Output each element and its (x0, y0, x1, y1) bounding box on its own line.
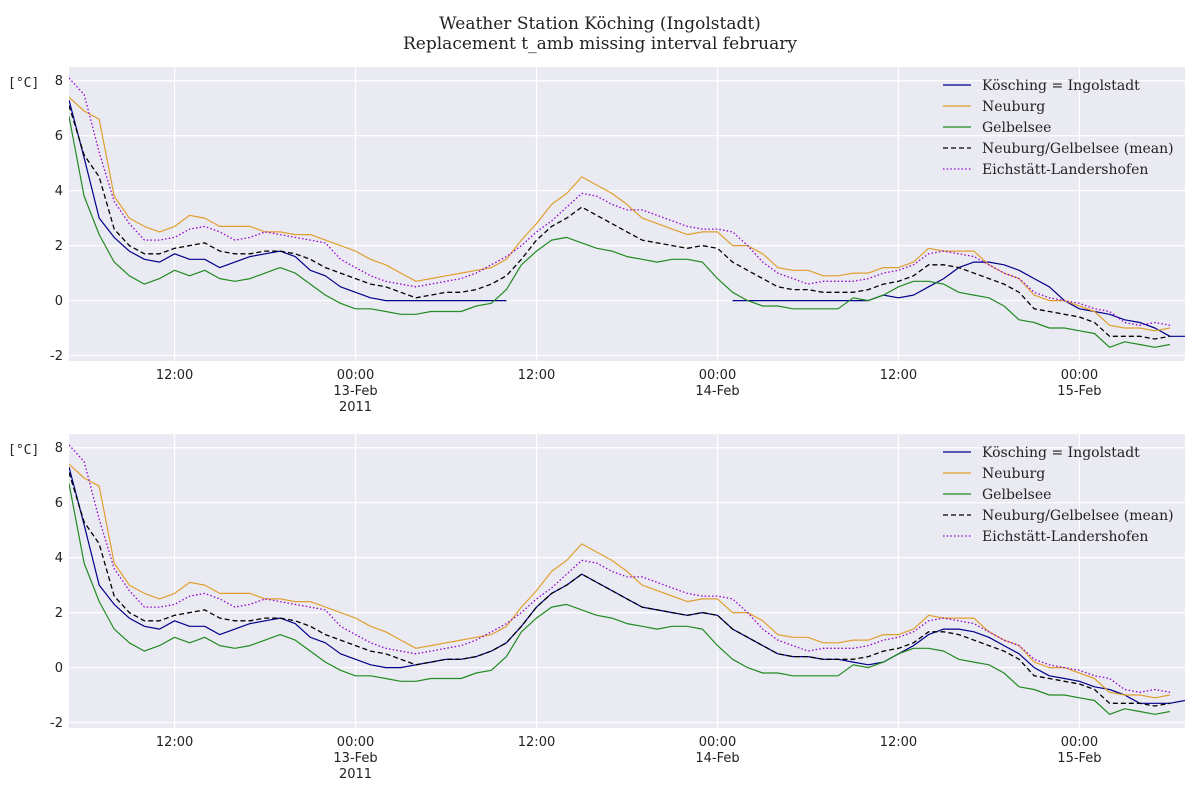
series-line-3 (69, 116, 1171, 348)
chart-panel-1: -2 0 2 4 6 8 12:00 00:00 13-Feb 2011 12:00 00:00 14-… (8, 67, 1185, 415)
x-tick-label: 12:00 (880, 368, 917, 383)
y-tick-label: 0 (55, 294, 63, 309)
legend-label: Gelbelsee (982, 120, 1051, 136)
legend-label: Neuburg (982, 99, 1045, 115)
series-group (69, 444, 1185, 715)
legend-label: Gelbelsee (982, 487, 1051, 503)
legend-label: Eichstätt-Landershofen (982, 529, 1148, 545)
y-axis-label: [°C] (8, 76, 39, 91)
figure-subtitle: Replacement t_amb missing interval febru… (403, 34, 797, 54)
plots-container: -2 0 2 4 6 8 12:00 00:00 13-Feb 2011 12:00 00:00 14-… (8, 67, 1185, 782)
legend-label: Kösching = Ingolstadt (982, 78, 1140, 94)
y-tick-label: 8 (55, 74, 63, 89)
y-tick-label: 2 (55, 239, 63, 254)
legend-label: Kösching = Ingolstadt (982, 445, 1140, 461)
y-tick-label: 0 (55, 661, 63, 676)
series-line-2 (69, 463, 1171, 699)
y-tick-label: 6 (55, 129, 63, 144)
x-tick-label: 00:00 13-Feb 2011 (333, 735, 377, 782)
y-tick-label: 4 (55, 184, 63, 199)
x-tick-label: 00:00 15-Feb (1057, 735, 1101, 766)
x-tick-label: 00:00 14-Feb (695, 368, 739, 399)
x-tick-label: 12:00 (156, 735, 193, 750)
y-tick-label: -2 (50, 349, 63, 364)
x-tick-label: 12:00 (880, 735, 917, 750)
y-tick-label: 8 (55, 441, 63, 456)
x-tick-label: 00:00 13-Feb 2011 (333, 368, 377, 415)
legend: Kösching = Ingolstadt Neuburg Gelbelsee Neu… (943, 78, 1174, 178)
legend-label: Neuburg/Gelbelsee (mean) (982, 508, 1174, 524)
y-tick-label: 6 (55, 496, 63, 511)
y-tick-label: 4 (55, 551, 63, 566)
series-line-5 (69, 444, 1171, 693)
series-line-1 (69, 99, 1185, 337)
x-tick-label: 00:00 14-Feb (695, 735, 739, 766)
figure-title: Weather Station Köching (Ingolstadt) (439, 14, 761, 34)
x-tick-label: 12:00 (156, 368, 193, 383)
chart-panel-2: -2 0 2 4 6 8 12:00 00:00 13-Feb 2011 12:00 00:00 14-… (8, 434, 1185, 782)
y-tick-label: -2 (50, 716, 63, 731)
series-group (69, 77, 1185, 348)
plot-area (69, 434, 1185, 728)
plot-area (69, 67, 1185, 361)
legend-label: Neuburg (982, 466, 1045, 482)
series-line-3 (69, 483, 1171, 715)
x-tick-label: 12:00 (518, 368, 555, 383)
legend-label: Neuburg/Gelbelsee (mean) (982, 141, 1174, 157)
y-axis-label: [°C] (8, 443, 39, 458)
series-line-4 (69, 105, 1171, 340)
series-line-2 (69, 96, 1171, 332)
series-line-5 (69, 77, 1171, 326)
series-line-4 (69, 472, 1171, 707)
x-tick-label: 12:00 (518, 735, 555, 750)
legend: Kösching = Ingolstadt Neuburg Gelbelsee Neu… (943, 445, 1174, 545)
x-tick-label: 00:00 15-Feb (1057, 368, 1101, 399)
legend-label: Eichstätt-Landershofen (982, 162, 1148, 178)
y-tick-label: 2 (55, 606, 63, 621)
